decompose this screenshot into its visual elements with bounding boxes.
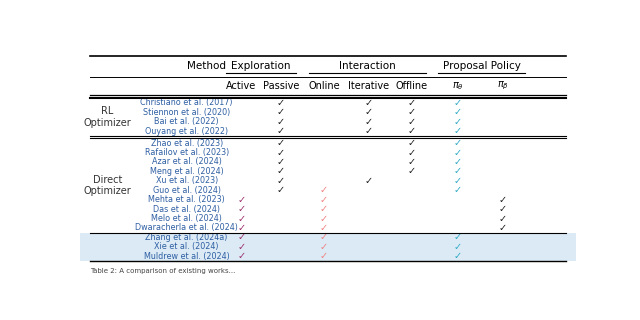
Text: ✓: ✓ xyxy=(499,223,507,233)
Text: ✓: ✓ xyxy=(277,157,285,167)
Text: ✓: ✓ xyxy=(454,148,462,157)
Text: Dwaracherla et al. (2024): Dwaracherla et al. (2024) xyxy=(135,223,238,232)
Text: ✓: ✓ xyxy=(320,223,328,233)
Text: Proposal Policy: Proposal Policy xyxy=(443,61,520,71)
Text: ✓: ✓ xyxy=(499,213,507,223)
Text: ✓: ✓ xyxy=(407,108,415,117)
Text: ✓: ✓ xyxy=(454,242,462,252)
Text: RL
Optimizer: RL Optimizer xyxy=(83,106,131,128)
Text: ✓: ✓ xyxy=(407,157,415,167)
Text: ✓: ✓ xyxy=(407,98,415,108)
Text: Exploration: Exploration xyxy=(231,61,291,71)
Text: ✓: ✓ xyxy=(454,138,462,148)
Text: Passive: Passive xyxy=(262,81,299,91)
Text: ✓: ✓ xyxy=(237,223,245,233)
Text: Direct
Optimizer: Direct Optimizer xyxy=(83,175,131,196)
Text: ✓: ✓ xyxy=(454,108,462,117)
Text: ✓: ✓ xyxy=(320,251,328,261)
Text: ✓: ✓ xyxy=(277,166,285,176)
Text: Iterative: Iterative xyxy=(348,81,389,91)
Text: Meng et al. (2024): Meng et al. (2024) xyxy=(150,167,223,176)
Text: Active: Active xyxy=(226,81,257,91)
Text: ✓: ✓ xyxy=(237,204,245,214)
Text: ✓: ✓ xyxy=(277,185,285,195)
Bar xyxy=(80,233,576,261)
Text: Mehta et al. (2023): Mehta et al. (2023) xyxy=(148,195,225,204)
Text: ✓: ✓ xyxy=(320,195,328,205)
Text: ✓: ✓ xyxy=(277,126,285,136)
Text: ✓: ✓ xyxy=(277,148,285,157)
Text: ✓: ✓ xyxy=(454,176,462,186)
Text: $\pi_{\beta}$: $\pi_{\beta}$ xyxy=(497,80,509,92)
Text: ✓: ✓ xyxy=(454,251,462,261)
Text: ✓: ✓ xyxy=(277,176,285,186)
Text: ✓: ✓ xyxy=(277,138,285,148)
Text: ✓: ✓ xyxy=(277,117,285,127)
Text: ✓: ✓ xyxy=(237,242,245,252)
Text: ✓: ✓ xyxy=(454,98,462,108)
Text: Xie et al. (2024): Xie et al. (2024) xyxy=(154,242,219,251)
Text: ✓: ✓ xyxy=(365,108,372,117)
Text: ✓: ✓ xyxy=(499,195,507,205)
Text: Ouyang et al. (2022): Ouyang et al. (2022) xyxy=(145,127,228,136)
Text: Christiano et al. (2017): Christiano et al. (2017) xyxy=(140,99,233,108)
Text: Stiennon et al. (2020): Stiennon et al. (2020) xyxy=(143,108,230,117)
Text: ✓: ✓ xyxy=(407,138,415,148)
Text: Method: Method xyxy=(187,61,226,71)
Text: Azar et al. (2024): Azar et al. (2024) xyxy=(152,157,221,166)
Text: ✓: ✓ xyxy=(407,166,415,176)
Text: ✓: ✓ xyxy=(320,242,328,252)
Text: Bai et al. (2022): Bai et al. (2022) xyxy=(154,117,219,126)
Text: Das et al. (2024): Das et al. (2024) xyxy=(153,204,220,213)
Text: ✓: ✓ xyxy=(365,176,372,186)
Text: ✓: ✓ xyxy=(277,108,285,117)
Text: ✓: ✓ xyxy=(237,195,245,205)
Text: Xu et al. (2023): Xu et al. (2023) xyxy=(156,176,218,185)
Text: Muldrew et al. (2024): Muldrew et al. (2024) xyxy=(144,252,230,261)
Text: Rafailov et al. (2023): Rafailov et al. (2023) xyxy=(145,148,228,157)
Text: ✓: ✓ xyxy=(454,232,462,242)
Text: ✓: ✓ xyxy=(365,98,372,108)
Text: ✓: ✓ xyxy=(320,185,328,195)
Text: ✓: ✓ xyxy=(277,98,285,108)
Text: Offline: Offline xyxy=(396,81,428,91)
Text: ✓: ✓ xyxy=(365,117,372,127)
Text: Interaction: Interaction xyxy=(339,61,396,71)
Text: Zhang et al. (2024a): Zhang et al. (2024a) xyxy=(145,233,228,242)
Text: ✓: ✓ xyxy=(454,126,462,136)
Text: ✓: ✓ xyxy=(320,213,328,223)
Text: ✓: ✓ xyxy=(454,185,462,195)
Text: Zhao et al. (2023): Zhao et al. (2023) xyxy=(150,139,223,148)
Text: ✓: ✓ xyxy=(499,204,507,214)
Text: ✓: ✓ xyxy=(454,166,462,176)
Text: ✓: ✓ xyxy=(407,117,415,127)
Text: Table 2: A comparison of existing works...: Table 2: A comparison of existing works.… xyxy=(90,268,236,274)
Text: Melo et al. (2024): Melo et al. (2024) xyxy=(151,214,222,223)
Text: ✓: ✓ xyxy=(365,126,372,136)
Text: ✓: ✓ xyxy=(407,126,415,136)
Text: Online: Online xyxy=(308,81,340,91)
Text: ✓: ✓ xyxy=(237,232,245,242)
Text: ✓: ✓ xyxy=(237,213,245,223)
Text: Guo et al. (2024): Guo et al. (2024) xyxy=(152,186,221,195)
Text: ✓: ✓ xyxy=(237,251,245,261)
Text: $\pi_{\theta}$: $\pi_{\theta}$ xyxy=(452,80,464,92)
Text: ✓: ✓ xyxy=(407,148,415,157)
Text: ✓: ✓ xyxy=(320,204,328,214)
Text: ✓: ✓ xyxy=(454,157,462,167)
Text: ✓: ✓ xyxy=(454,117,462,127)
Text: ✓: ✓ xyxy=(320,232,328,242)
